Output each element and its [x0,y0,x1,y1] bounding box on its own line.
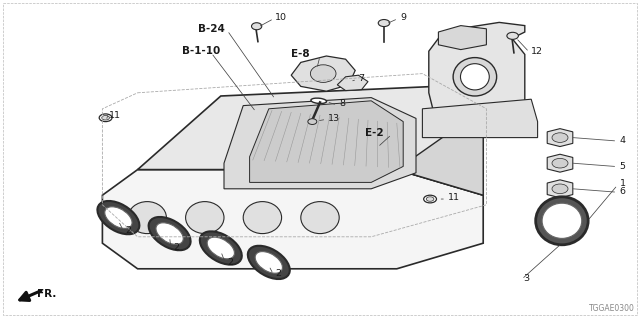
Ellipse shape [301,202,339,234]
Text: 9: 9 [400,13,406,22]
Ellipse shape [99,114,112,122]
Polygon shape [397,109,483,195]
Text: 7: 7 [358,74,364,83]
Ellipse shape [453,58,497,96]
Ellipse shape [186,202,224,234]
Polygon shape [102,170,483,269]
Ellipse shape [105,207,132,228]
Ellipse shape [542,203,582,238]
Polygon shape [291,56,355,91]
Ellipse shape [252,23,262,30]
Polygon shape [547,180,573,198]
Polygon shape [224,98,416,189]
Text: 2: 2 [275,269,281,278]
Text: 5: 5 [620,162,625,171]
Ellipse shape [207,237,234,259]
Ellipse shape [424,195,436,203]
Text: B-1-10: B-1-10 [182,46,221,56]
Text: FR.: FR. [37,289,56,300]
Text: 11: 11 [448,193,460,202]
Ellipse shape [536,197,588,245]
Text: 4: 4 [620,136,625,145]
Ellipse shape [552,158,568,168]
Ellipse shape [461,64,489,90]
Polygon shape [337,75,368,91]
Ellipse shape [148,217,191,250]
Polygon shape [547,154,573,172]
Text: 1: 1 [620,180,625,188]
Ellipse shape [378,20,390,27]
Text: 2: 2 [173,244,179,252]
Ellipse shape [102,116,109,120]
Text: 8: 8 [339,100,345,108]
Ellipse shape [426,197,434,201]
Text: 12: 12 [531,47,543,56]
Polygon shape [438,26,486,50]
Polygon shape [138,86,483,195]
Polygon shape [429,22,525,128]
Ellipse shape [200,231,242,265]
Text: E-2: E-2 [365,128,383,138]
Text: 10: 10 [275,13,287,22]
Ellipse shape [308,119,317,124]
Text: 13: 13 [328,114,340,123]
Ellipse shape [311,98,326,103]
Ellipse shape [552,133,568,142]
Polygon shape [547,129,573,147]
Ellipse shape [243,202,282,234]
Polygon shape [250,101,403,182]
Ellipse shape [552,184,568,194]
Ellipse shape [128,202,166,234]
Text: 11: 11 [109,111,121,120]
Ellipse shape [255,252,282,273]
Ellipse shape [97,201,140,234]
Text: E-8: E-8 [291,49,310,60]
Ellipse shape [156,223,183,244]
Ellipse shape [248,246,290,279]
Text: 2: 2 [227,258,233,267]
Text: TGGAE0300: TGGAE0300 [589,304,635,313]
Text: B-24: B-24 [198,24,225,34]
Ellipse shape [507,32,518,39]
Text: 2: 2 [125,226,131,235]
Text: 3: 3 [524,274,530,283]
Ellipse shape [310,65,336,83]
Text: 6: 6 [620,188,625,196]
Polygon shape [422,99,538,138]
